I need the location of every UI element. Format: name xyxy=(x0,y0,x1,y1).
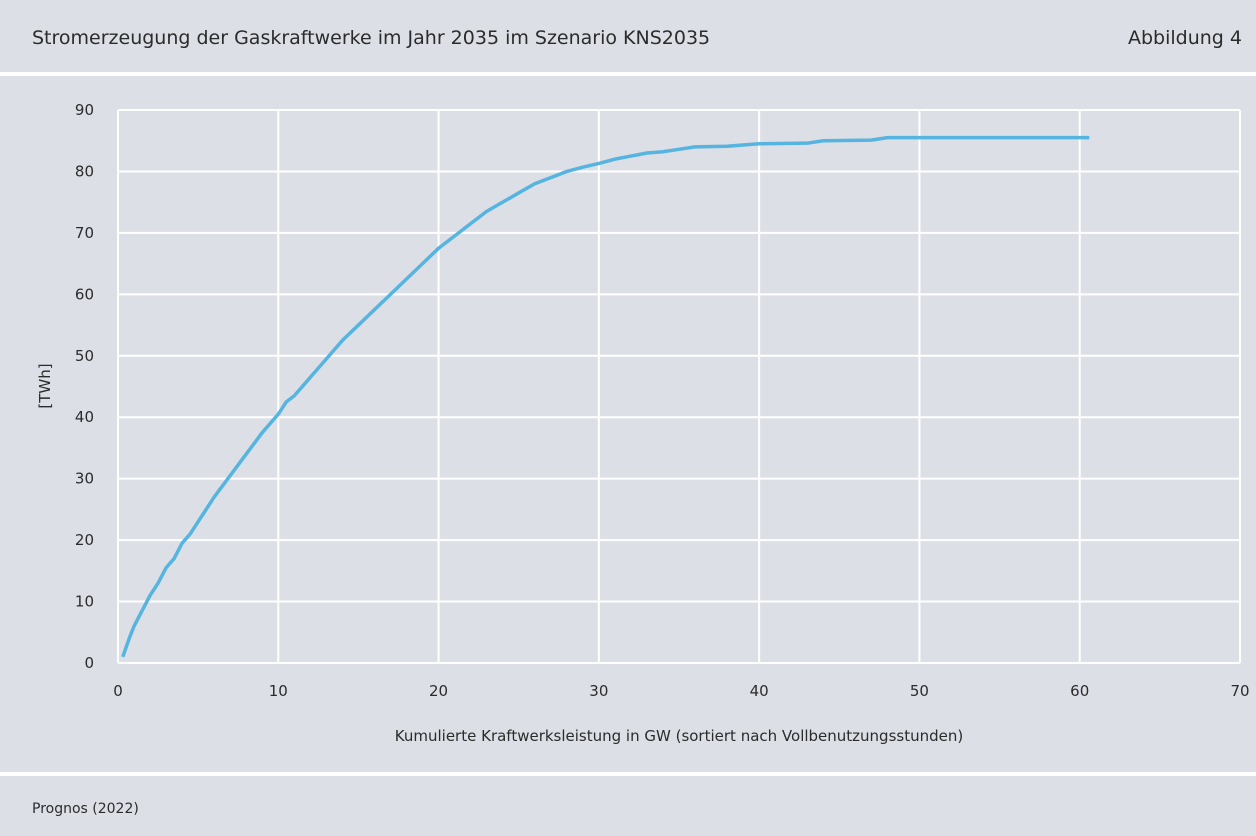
y-tick-label: 80 xyxy=(75,162,94,180)
x-tick-label: 40 xyxy=(750,682,769,700)
y-tick-label: 60 xyxy=(75,285,94,303)
y-tick-label: 30 xyxy=(75,470,94,488)
y-tick-label: 10 xyxy=(75,593,94,611)
x-tick-label: 50 xyxy=(910,682,929,700)
x-tick-label: 0 xyxy=(113,682,123,700)
y-tick-label: 0 xyxy=(84,654,94,672)
x-tick-label: 70 xyxy=(1230,682,1249,700)
x-tick-label: 10 xyxy=(269,682,288,700)
y-tick-label: 40 xyxy=(75,408,94,426)
y-tick-label: 90 xyxy=(75,101,94,119)
data-line xyxy=(121,135,1090,658)
y-tick-label: 70 xyxy=(75,224,94,242)
y-axis-label: [TWh] xyxy=(36,363,54,408)
x-tick-label: 20 xyxy=(429,682,448,700)
x-axis-label: Kumulierte Kraftwerksleistung in GW (sor… xyxy=(395,727,963,745)
chart-title: Stromerzeugung der Gaskraftwerke im Jahr… xyxy=(32,27,710,49)
y-tick-label: 50 xyxy=(75,347,94,365)
source: Prognos (2022) xyxy=(32,801,139,817)
plot-band xyxy=(0,76,1256,772)
figure-label: Abbildung 4 xyxy=(1128,27,1242,49)
header-band xyxy=(0,0,1256,72)
footer-band xyxy=(0,776,1256,836)
y-tick-label: 20 xyxy=(75,531,94,549)
x-tick-label: 60 xyxy=(1070,682,1089,700)
x-tick-label: 30 xyxy=(589,682,608,700)
